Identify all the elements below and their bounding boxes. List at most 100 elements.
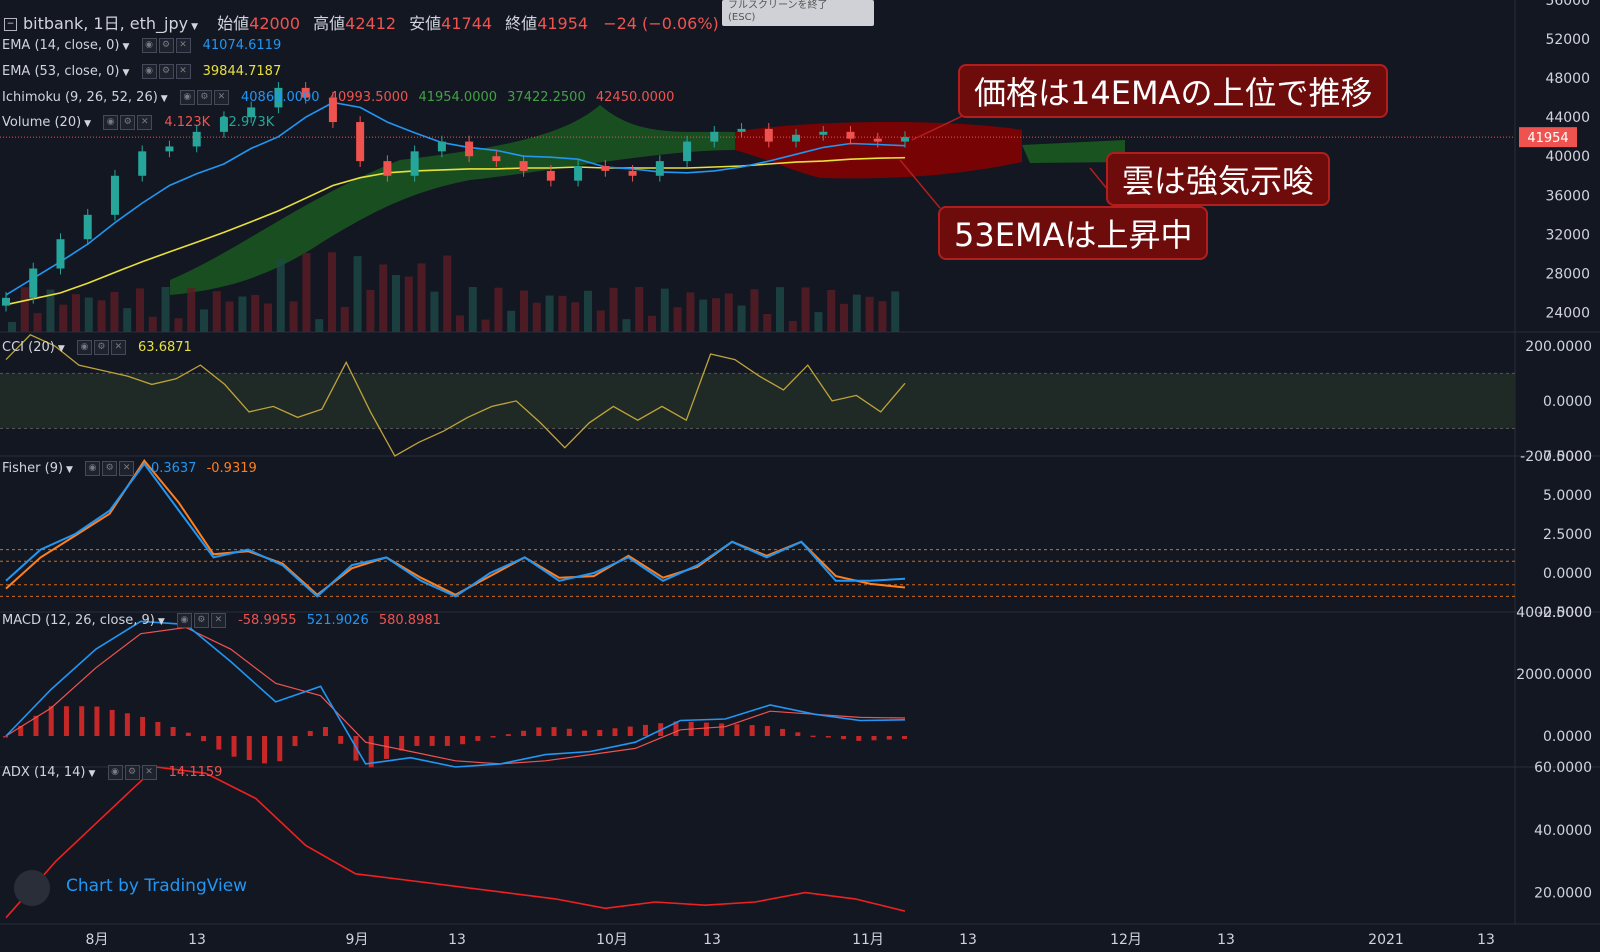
gear-icon[interactable]: ⚙ (120, 115, 136, 130)
price-axis-label: 36000 (1545, 188, 1590, 204)
macd-histogram-bar (18, 725, 24, 736)
time-axis-label: 8月 (86, 932, 109, 948)
volume-bar (110, 291, 119, 332)
volume-bar (251, 294, 260, 332)
macd-histogram-bar (307, 730, 313, 736)
close-icon[interactable]: ✕ (175, 64, 191, 79)
gear-icon[interactable]: ⚙ (193, 613, 209, 628)
ema53-legend[interactable]: EMA (53, close, 0) ▼ ◉ ⚙ ✕ 39844.7187 (2, 64, 281, 79)
tradingview-branding[interactable]: Chart by TradingView (66, 876, 248, 896)
close-label: 終値 (505, 14, 538, 33)
fisher-axis-label: 2.5000 (1543, 527, 1592, 543)
macd-histogram-bar (140, 716, 146, 736)
candle-body (901, 137, 909, 142)
gear-icon[interactable]: ⚙ (102, 461, 118, 476)
macd-histogram-bar (582, 730, 588, 736)
macd-histogram-bar (536, 727, 542, 736)
candle-body (2, 297, 10, 306)
cci-legend[interactable]: CCI (20) ▼ ◉ ⚙ ✕ 63.6871 (2, 340, 192, 355)
volume-label: Volume (20) (2, 115, 82, 130)
volume-legend[interactable]: Volume (20) ▼ ◉ ⚙ ✕ 4.123K 22.973K (2, 115, 274, 130)
macd-axis-label: 4000.0000 (1516, 605, 1592, 621)
eye-icon[interactable]: ◉ (76, 340, 92, 355)
macd-histogram-bar (795, 732, 801, 736)
callout-pointer (1089, 167, 1109, 191)
chevron-down-icon[interactable]: ▼ (84, 119, 92, 129)
eye-icon[interactable]: ◉ (107, 765, 123, 780)
close-icon[interactable]: ✕ (210, 613, 226, 628)
chevron-down-icon[interactable]: ▼ (122, 42, 130, 52)
eye-icon[interactable]: ◉ (141, 38, 157, 53)
volume-bar (468, 287, 477, 332)
volume-bar (481, 319, 490, 332)
chevron-down-icon[interactable]: ▼ (88, 769, 96, 779)
volume-bar (814, 312, 823, 332)
gear-icon[interactable]: ⚙ (124, 765, 140, 780)
close-icon[interactable]: ✕ (175, 38, 191, 53)
symbol-title[interactable]: bitbank, 1日, eth_jpy (23, 14, 189, 33)
chevron-down-icon[interactable]: ▼ (160, 94, 168, 104)
adx-legend[interactable]: ADX (14, 14) ▼ ◉ ⚙ ✕ 14.1159 (2, 765, 222, 780)
macd-histogram-bar (322, 727, 328, 736)
macd-legend[interactable]: MACD (12, 26, close, 9) ▼ ◉ ⚙ ✕ -58.9955 52… (2, 613, 441, 628)
ema14-label: EMA (14, close, 0) (2, 38, 120, 53)
chevron-down-icon[interactable]: ▼ (57, 344, 65, 354)
ema14-legend[interactable]: EMA (14, close, 0) ▼ ◉ ⚙ ✕ 41074.6119 (2, 38, 281, 53)
volume-bar (136, 288, 144, 332)
macd-histogram-bar (612, 728, 618, 736)
gear-icon[interactable]: ⚙ (196, 90, 212, 105)
macd-histogram-bar (109, 709, 115, 736)
eye-icon[interactable]: ◉ (141, 64, 157, 79)
candle-body (192, 131, 201, 147)
gear-icon[interactable]: ⚙ (158, 38, 174, 53)
callout-cloud-bullish: 雲は強気示唆 (1106, 152, 1331, 206)
fisher-axis-label: -2.5000 (1538, 605, 1592, 621)
cci-band (0, 373, 1515, 429)
candle-body (56, 239, 65, 269)
close-icon[interactable]: ✕ (213, 90, 229, 105)
candle-body (165, 146, 174, 152)
candle-body (519, 161, 528, 171)
close-icon[interactable]: ✕ (137, 115, 153, 130)
gear-icon[interactable]: ⚙ (93, 340, 109, 355)
candle-body (492, 156, 501, 162)
candle-body (328, 97, 337, 123)
chevron-down-icon[interactable]: ▼ (122, 68, 130, 78)
eye-icon[interactable]: ◉ (179, 90, 195, 105)
gear-icon[interactable]: ⚙ (158, 64, 174, 79)
volume-bar (648, 315, 656, 332)
macd-line (5, 620, 906, 768)
macd-histogram-bar (63, 706, 69, 736)
candle-body (138, 151, 147, 176)
volume-bar (827, 289, 836, 332)
chevron-down-icon[interactable]: ▼ (157, 617, 165, 627)
cci-value: 63.6871 (138, 340, 192, 355)
chevron-down-icon[interactable]: ▼ (191, 22, 199, 32)
candle-body (274, 87, 283, 108)
macd-histogram-bar (871, 736, 877, 741)
macd-histogram-bar (292, 736, 298, 747)
macd-value: 521.9026 (306, 613, 369, 628)
macd-histogram-bar (825, 736, 831, 738)
volume-bar (430, 291, 439, 332)
ichimoku-legend[interactable]: Ichimoku (9, 26, 52, 26) ▼ ◉ ⚙ ✕ 40868.0000… (2, 90, 674, 105)
chevron-down-icon[interactable]: ▼ (66, 465, 73, 475)
volume-bar (187, 287, 196, 332)
macd-histogram-bar (505, 734, 511, 736)
volume-bar (724, 293, 733, 332)
collapse-icon[interactable]: − (4, 18, 17, 31)
close-icon[interactable]: ✕ (110, 340, 126, 355)
fisher-legend[interactable]: Fisher (9) ▼ ◉ ⚙ ✕ -0.3637 -0.9319 (2, 461, 257, 476)
volume-bar (212, 291, 221, 332)
close-icon[interactable]: ✕ (141, 765, 157, 780)
close-icon[interactable]: ✕ (119, 461, 135, 476)
eye-icon[interactable]: ◉ (103, 115, 119, 130)
ema53-label: EMA (53, close, 0) (2, 64, 120, 79)
eye-icon[interactable]: ◉ (176, 613, 192, 628)
price-axis-label: 52000 (1545, 32, 1590, 48)
tradingview-logo-icon[interactable] (14, 870, 50, 906)
volume-bar (200, 309, 208, 332)
high-label: 高値 (313, 14, 346, 33)
eye-icon[interactable]: ◉ (85, 461, 101, 476)
